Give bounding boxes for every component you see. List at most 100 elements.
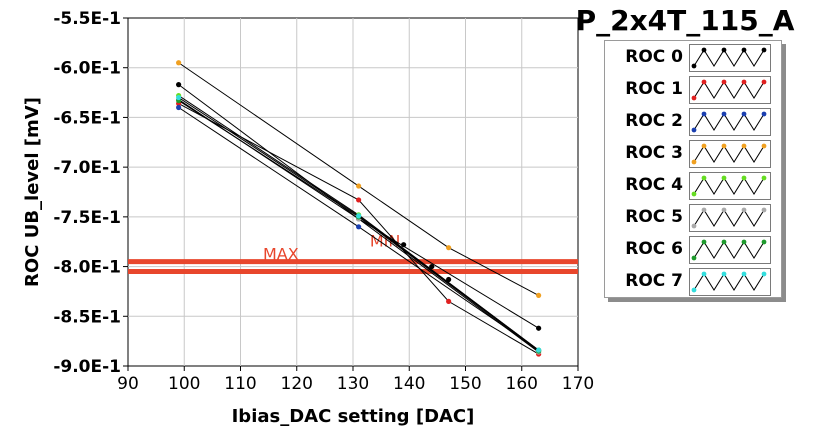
data-point bbox=[176, 94, 182, 101]
data-point bbox=[176, 82, 182, 88]
legend-marker bbox=[701, 111, 707, 117]
data-point bbox=[356, 197, 362, 203]
data-point bbox=[536, 347, 542, 353]
legend-swatch bbox=[689, 172, 771, 200]
y-tick-label: -6.0E-1 bbox=[53, 59, 121, 79]
legend-marker bbox=[701, 47, 707, 53]
legend-marker bbox=[721, 143, 727, 149]
legend-label: ROC 1 bbox=[625, 79, 683, 99]
legend-item: ROC 4 bbox=[605, 169, 781, 201]
legend-marker bbox=[721, 239, 727, 245]
data-point bbox=[446, 298, 452, 304]
reference-label: MIN bbox=[370, 232, 401, 251]
data-point bbox=[536, 325, 542, 331]
legend-marker bbox=[721, 271, 727, 277]
legend-label: ROC 3 bbox=[625, 143, 683, 163]
legend-marker bbox=[761, 207, 767, 213]
legend-marker bbox=[761, 47, 767, 53]
data-point bbox=[356, 213, 362, 219]
legend-label: ROC 4 bbox=[625, 175, 683, 195]
legend-item: ROC 6 bbox=[605, 233, 781, 265]
legend-marker bbox=[741, 207, 747, 213]
legend-swatch bbox=[689, 44, 771, 72]
legend-marker bbox=[691, 287, 697, 293]
reference-label: MAX bbox=[263, 245, 299, 264]
legend-marker bbox=[761, 271, 767, 277]
data-point bbox=[429, 263, 435, 270]
legend-label: ROC 2 bbox=[625, 111, 683, 131]
y-tick-label: -8.0E-1 bbox=[53, 258, 121, 278]
legend-line bbox=[693, 49, 765, 67]
legend-line bbox=[693, 113, 765, 131]
x-tick-label: 100 bbox=[168, 374, 200, 394]
legend: ROC 0 ROC 1 ROC 2 ROC 3 ROC 4 ROC 5 ROC … bbox=[604, 40, 782, 298]
legend-marker bbox=[741, 271, 747, 277]
data-point bbox=[536, 292, 542, 299]
legend-swatch bbox=[689, 108, 771, 136]
legend-marker bbox=[741, 175, 747, 181]
legend-marker bbox=[691, 127, 697, 133]
legend-marker bbox=[741, 239, 747, 245]
legend-line bbox=[693, 81, 765, 99]
legend-marker bbox=[701, 239, 707, 245]
legend-marker bbox=[761, 79, 767, 85]
data-point bbox=[356, 224, 362, 230]
y-tick-label: -7.0E-1 bbox=[53, 158, 121, 178]
legend-marker bbox=[701, 79, 707, 85]
y-tick-label: -9.0E-1 bbox=[53, 357, 121, 377]
legend-swatch bbox=[689, 204, 771, 232]
x-tick-label: 90 bbox=[117, 374, 139, 394]
data-point bbox=[176, 104, 182, 111]
x-tick-label: 140 bbox=[393, 374, 425, 394]
y-tick-label: -5.5E-1 bbox=[53, 9, 121, 29]
legend-label: ROC 6 bbox=[625, 239, 683, 259]
x-tick-label: 130 bbox=[337, 374, 369, 394]
x-tick-label: 150 bbox=[449, 374, 481, 394]
legend-item: ROC 0 bbox=[605, 41, 781, 73]
legend-marker bbox=[721, 47, 727, 53]
chart-title: P_2x4T_115_A bbox=[575, 4, 795, 37]
legend-swatch bbox=[689, 140, 771, 168]
legend-marker bbox=[691, 63, 697, 69]
legend-marker bbox=[691, 255, 697, 261]
data-point bbox=[446, 276, 452, 283]
legend-line bbox=[693, 177, 765, 195]
x-axis-label: Ibias_DAC setting [DAC] bbox=[232, 406, 475, 427]
legend-label: ROC 5 bbox=[625, 207, 683, 227]
legend-item: ROC 7 bbox=[605, 265, 781, 297]
y-tick-label: -6.5E-1 bbox=[53, 108, 121, 128]
legend-label: ROC 0 bbox=[625, 47, 683, 67]
x-tick-label: 120 bbox=[281, 374, 313, 394]
x-tick-label: 170 bbox=[562, 374, 594, 394]
legend-marker bbox=[691, 223, 697, 229]
legend-marker bbox=[701, 271, 707, 277]
legend-marker bbox=[721, 79, 727, 85]
y-tick-label: -8.5E-1 bbox=[53, 307, 121, 327]
legend-marker bbox=[691, 95, 697, 101]
legend-marker bbox=[691, 159, 697, 165]
legend-line bbox=[693, 209, 765, 227]
legend-marker bbox=[721, 175, 727, 181]
x-tick-label: 160 bbox=[506, 374, 538, 394]
legend-swatch bbox=[689, 236, 771, 264]
legend-marker bbox=[761, 111, 767, 117]
legend-marker bbox=[741, 111, 747, 117]
legend-marker bbox=[701, 207, 707, 213]
data-point bbox=[446, 245, 452, 251]
legend-marker bbox=[701, 175, 707, 181]
legend-marker bbox=[761, 175, 767, 181]
legend-marker bbox=[701, 143, 707, 149]
legend-swatch bbox=[689, 268, 771, 296]
data-point bbox=[356, 183, 362, 189]
legend-item: ROC 2 bbox=[605, 105, 781, 137]
legend-marker bbox=[761, 143, 767, 149]
legend-line bbox=[693, 145, 765, 163]
legend-line bbox=[693, 241, 765, 259]
legend-item: ROC 1 bbox=[605, 73, 781, 105]
y-tick-label: -7.5E-1 bbox=[53, 208, 121, 228]
data-point bbox=[176, 60, 182, 66]
legend-marker bbox=[761, 239, 767, 245]
legend-item: ROC 3 bbox=[605, 137, 781, 169]
legend-item: ROC 5 bbox=[605, 201, 781, 233]
